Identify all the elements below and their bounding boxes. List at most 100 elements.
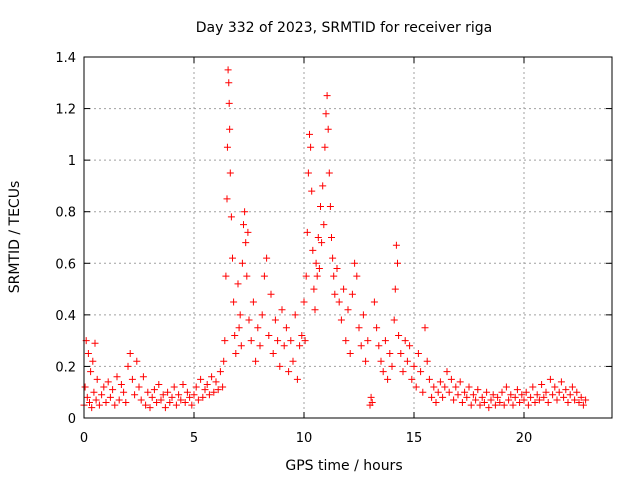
data-point <box>518 391 526 399</box>
data-point <box>120 388 128 396</box>
data-point <box>241 208 249 216</box>
data-point <box>390 316 398 324</box>
data-point <box>236 311 244 319</box>
data-point <box>401 337 409 345</box>
data-point <box>203 380 211 388</box>
data-point <box>225 79 233 87</box>
data-point <box>192 383 200 391</box>
data-point <box>436 378 444 386</box>
data-point <box>254 324 262 332</box>
chart-title: Day 332 of 2023, SRMTID for receiver rig… <box>196 20 493 36</box>
data-point <box>183 388 191 396</box>
data-point <box>223 143 231 151</box>
data-point <box>513 386 521 394</box>
data-point <box>84 350 92 358</box>
data-point <box>533 391 541 399</box>
data-point <box>406 342 414 350</box>
data-point <box>397 350 405 358</box>
data-point <box>498 388 506 396</box>
data-point <box>544 399 552 407</box>
data-point <box>237 342 245 350</box>
x-tick-label: 20 <box>516 431 533 446</box>
data-point <box>321 143 329 151</box>
data-point <box>364 337 372 345</box>
data-point <box>467 401 475 409</box>
data-point <box>153 399 161 407</box>
data-point <box>516 399 524 407</box>
data-point <box>540 393 548 401</box>
data-point <box>285 368 293 376</box>
plot-frame <box>83 56 613 419</box>
data-point <box>329 254 337 262</box>
data-point <box>311 306 319 314</box>
data-point <box>496 399 504 407</box>
data-point <box>538 380 546 388</box>
data-point <box>456 378 464 386</box>
data-point <box>172 401 180 409</box>
data-point <box>335 298 343 306</box>
data-point <box>113 373 121 381</box>
data-point <box>553 396 561 404</box>
data-point <box>124 362 132 370</box>
data-point <box>454 391 462 399</box>
data-point <box>293 375 301 383</box>
data-point <box>344 306 352 314</box>
data-point <box>571 396 579 404</box>
data-point <box>242 239 250 247</box>
data-point <box>452 383 460 391</box>
data-point <box>226 125 234 133</box>
data-point <box>135 383 143 391</box>
data-point <box>579 401 587 409</box>
data-point <box>282 324 290 332</box>
data-point <box>388 362 396 370</box>
data-point <box>428 393 436 401</box>
data-point <box>381 337 389 345</box>
data-point <box>115 396 123 404</box>
data-point <box>188 401 196 409</box>
data-point <box>522 388 530 396</box>
data-point <box>494 393 502 401</box>
y-tick-label: 0.2 <box>55 360 76 375</box>
y-axis-label: SRMTID / TECUs <box>7 181 23 294</box>
data-point <box>243 272 251 280</box>
data-point <box>348 290 356 298</box>
data-point <box>551 383 559 391</box>
data-point <box>86 399 93 407</box>
data-point <box>212 378 220 386</box>
data-point <box>201 386 209 394</box>
data-point <box>307 143 315 151</box>
data-point <box>269 350 277 358</box>
data-point <box>370 298 378 306</box>
data-point <box>89 357 97 365</box>
data-point <box>502 383 510 391</box>
y-tick-label: 0.6 <box>55 257 76 272</box>
data-point <box>434 388 442 396</box>
data-point <box>549 391 557 399</box>
data-point <box>320 221 328 229</box>
data-point <box>224 66 232 74</box>
x-tick-label: 5 <box>190 431 198 446</box>
data-point <box>474 386 482 394</box>
data-point <box>274 337 282 345</box>
data-point <box>177 396 185 404</box>
data-point <box>298 331 306 339</box>
data-point <box>139 373 147 381</box>
data-point <box>557 378 565 386</box>
data-point <box>205 391 213 399</box>
data-point <box>102 399 110 407</box>
data-point <box>137 396 145 404</box>
x-tick-label: 0 <box>80 431 88 446</box>
data-point <box>319 182 327 190</box>
data-point <box>280 342 288 350</box>
data-point <box>461 388 469 396</box>
data-point <box>346 350 354 358</box>
data-point <box>423 357 431 365</box>
data-point <box>560 393 568 401</box>
data-point <box>131 391 139 399</box>
y-tick-label: 1.4 <box>55 51 76 66</box>
data-point <box>313 272 321 280</box>
data-point <box>166 399 174 407</box>
data-point <box>148 393 156 401</box>
data-point <box>414 350 422 358</box>
data-point <box>542 388 550 396</box>
